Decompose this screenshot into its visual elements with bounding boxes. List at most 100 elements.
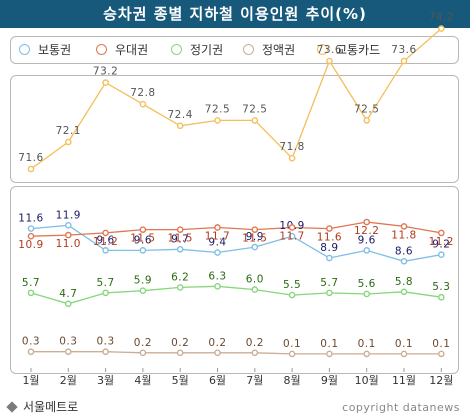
data-point (400, 57, 408, 65)
legend-label: 보통권 (38, 43, 72, 57)
data-point (437, 293, 445, 301)
data-label: 9.6 (96, 234, 114, 246)
data-point (139, 100, 147, 108)
data-label: 72.4 (168, 109, 193, 121)
legend-swatch (243, 44, 254, 55)
legend-swatch (19, 44, 30, 55)
chart-title: 승차권 종별 지하철 이용인원 추이(%) (0, 0, 470, 28)
data-label: 11.7 (205, 230, 230, 242)
data-label: 73.6 (317, 44, 342, 56)
x-tick-label: 7월 (246, 374, 263, 387)
data-point (27, 225, 35, 232)
data-label: 0.1 (320, 338, 338, 350)
data-point (102, 229, 109, 237)
data-point (102, 247, 109, 254)
series-line-4 (31, 351, 442, 355)
data-point (251, 286, 259, 293)
data-label: 6.2 (171, 271, 189, 283)
data-point (363, 247, 371, 254)
data-point (214, 349, 221, 357)
data-point (65, 300, 72, 308)
data-label: 72.1 (56, 125, 81, 137)
data-label: 11.6 (18, 213, 43, 225)
data-label: 11.8 (391, 229, 416, 241)
data-point (326, 225, 333, 232)
data-label: 8.6 (395, 245, 413, 257)
data-label: 71.8 (279, 141, 304, 153)
data-label: 73.2 (93, 66, 118, 78)
data-point (139, 226, 147, 233)
data-point (288, 224, 296, 231)
legend-swatch (96, 44, 107, 55)
data-point (326, 57, 333, 65)
data-label: 5.3 (432, 281, 450, 293)
x-tick-label: 5월 (172, 374, 189, 387)
legend-swatch (171, 44, 182, 55)
data-point (437, 25, 445, 32)
data-point (27, 289, 35, 297)
data-label: 5.6 (358, 278, 376, 290)
data-point (27, 165, 35, 173)
legend: 보통권 우대권 정기권 정액권 교통카드 (10, 36, 459, 64)
data-label: 72.5 (242, 103, 267, 115)
legend-label: 정기권 (190, 43, 224, 57)
legend-item-보통권: 보통권 (19, 41, 71, 59)
x-tick-label: 2월 (60, 374, 77, 387)
legend-label: 교통카드 (336, 43, 381, 57)
data-label: 0.1 (395, 338, 413, 350)
data-label: 11.5 (242, 233, 267, 245)
data-label: 0.1 (358, 338, 376, 350)
data-point (251, 243, 259, 251)
data-point (288, 154, 296, 162)
data-label: 0.1 (283, 338, 301, 350)
data-point (437, 350, 445, 358)
data-point (27, 348, 35, 356)
data-point (214, 283, 221, 290)
data-point (251, 117, 259, 124)
data-point (251, 349, 259, 357)
data-point (326, 350, 333, 358)
data-point (437, 229, 445, 237)
data-point (363, 350, 371, 358)
data-label: 9.4 (208, 237, 226, 249)
data-point (27, 232, 35, 240)
chart-panel-top (10, 75, 459, 183)
x-tick-label: 12월 (429, 374, 453, 387)
data-label: 5.5 (283, 279, 301, 291)
data-point (400, 257, 408, 265)
data-label: 6.3 (208, 270, 226, 282)
data-point (363, 117, 371, 124)
data-label: 5.7 (96, 277, 114, 289)
series-line-5 (30, 28, 442, 170)
data-label: 11.5 (130, 233, 155, 245)
source-label: 서울메트로 (6, 398, 78, 415)
data-label: 9.6 (358, 234, 376, 246)
data-point (176, 284, 184, 291)
data-label: 9.6 (134, 234, 152, 246)
chart-panel-bottom (10, 186, 459, 374)
x-tick-label: 3월 (97, 374, 114, 387)
data-point (288, 291, 296, 299)
data-point (288, 232, 296, 240)
data-label: 4.7 (59, 288, 77, 300)
data-point (176, 226, 184, 233)
data-point (65, 231, 72, 239)
data-label: 9.7 (171, 233, 189, 245)
series-line-2 (30, 221, 442, 237)
data-point (65, 221, 72, 229)
data-point (400, 350, 408, 358)
data-label: 73.6 (391, 44, 416, 56)
data-point (176, 349, 184, 357)
x-tick-label: 1월 (22, 374, 39, 387)
data-label: 0.2 (134, 337, 152, 349)
legend-swatch (317, 44, 328, 55)
data-label: 0.2 (208, 337, 226, 349)
data-point (214, 224, 221, 231)
data-label: 9.9 (246, 231, 264, 243)
data-label: 0.2 (246, 337, 264, 349)
data-label: 0.3 (59, 336, 77, 348)
data-point (65, 138, 72, 146)
diamond-bullet-icon (6, 400, 18, 413)
data-point (400, 288, 408, 296)
